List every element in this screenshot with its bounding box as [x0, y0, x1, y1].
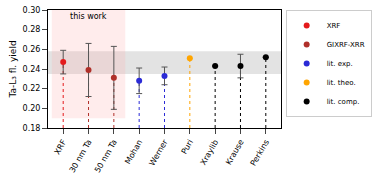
svg-text:Werner: Werner: [148, 137, 171, 167]
svg-text:0.20: 0.20: [23, 104, 41, 113]
svg-text:Mohan: Mohan: [123, 138, 144, 166]
svg-text:0.22: 0.22: [23, 84, 41, 93]
svg-text:XRF: XRF: [327, 22, 341, 30]
svg-text:0.26: 0.26: [23, 45, 41, 54]
svg-text:Xraylib: Xraylib: [199, 138, 221, 167]
svg-text:Ta-L₃ fl. yield: Ta-L₃ fl. yield: [8, 40, 18, 98]
svg-text:30 nm Ta: 30 nm Ta: [68, 138, 94, 174]
svg-text:0.18: 0.18: [23, 124, 41, 133]
svg-text:50 nm Ta: 50 nm Ta: [93, 138, 119, 174]
svg-text:Perkins: Perkins: [249, 138, 271, 167]
svg-text:Krause: Krause: [224, 138, 246, 166]
svg-text:0.30: 0.30: [23, 6, 41, 15]
svg-text:Puri: Puri: [180, 138, 195, 156]
svg-text:GIXRF-XRR: GIXRF-XRR: [327, 41, 365, 49]
svg-text:lit. theo.: lit. theo.: [327, 79, 356, 87]
svg-text:0.28: 0.28: [23, 25, 41, 34]
svg-text:XRF: XRF: [53, 138, 69, 156]
svg-text:lit. comp.: lit. comp.: [327, 98, 360, 106]
svg-text:0.24: 0.24: [23, 65, 41, 74]
svg-text:lit. exp.: lit. exp.: [327, 60, 353, 68]
svg-text:this work: this work: [70, 12, 107, 21]
